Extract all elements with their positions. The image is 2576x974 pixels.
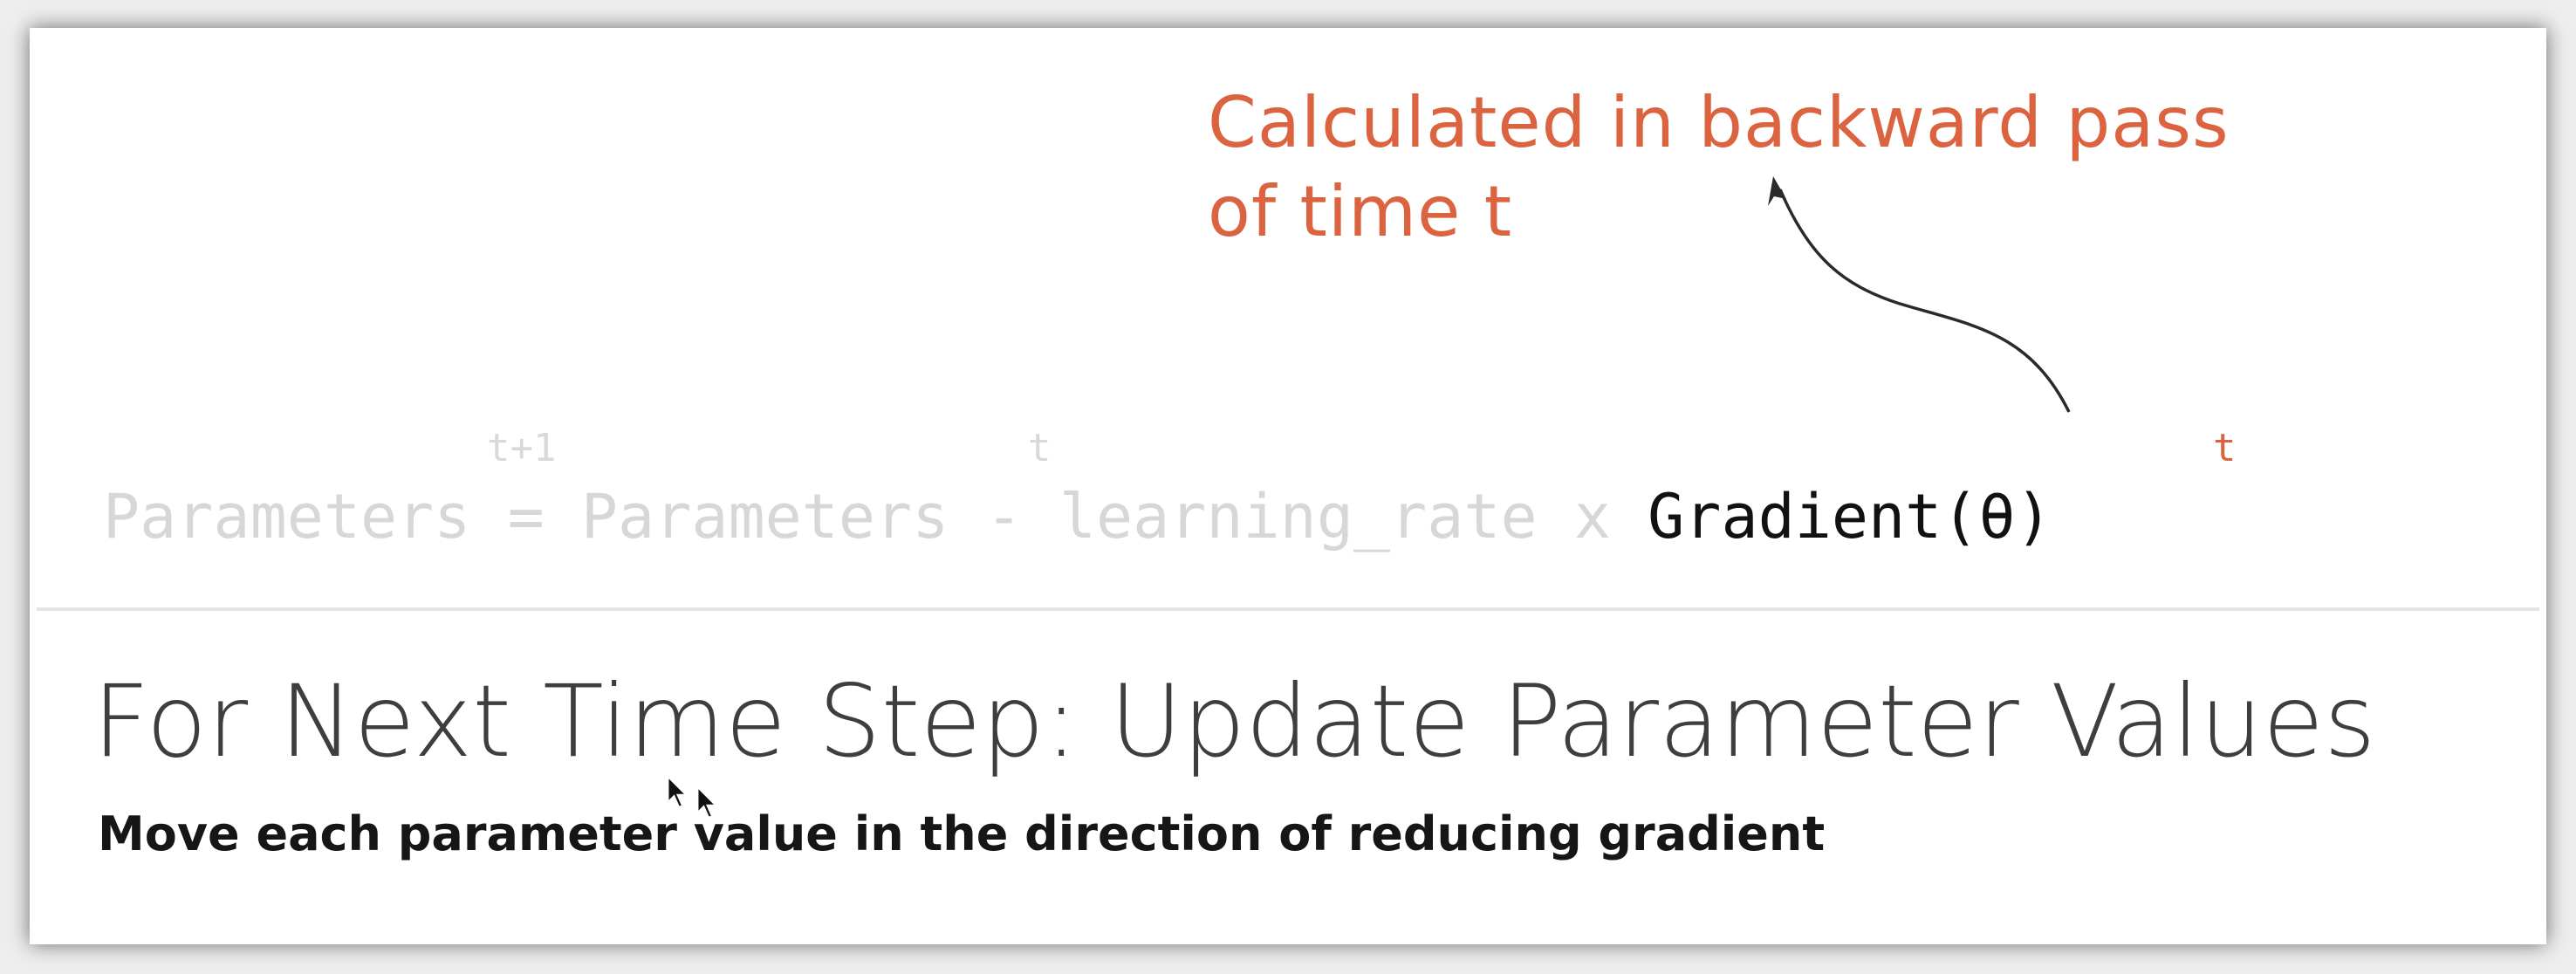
- equation-equals: =: [507, 481, 545, 552]
- annotation-callout: Calculated in backward pass of time t: [1208, 79, 2230, 257]
- slide-title: For Next Time Step: Update Parameter Val…: [92, 663, 2376, 779]
- equation-times: x: [1573, 481, 1611, 552]
- equation-minus: -: [985, 481, 1023, 552]
- equation-lhs: Parameters: [103, 481, 471, 552]
- annotation-line-2: of time t: [1208, 171, 1513, 252]
- gradient-superscript: t: [2213, 426, 2237, 470]
- mouse-cursor-icon: [696, 785, 718, 820]
- slide-subtitle: Move each parameter value in the directi…: [98, 806, 1826, 861]
- equation-gradient: Gradient(θ): [1648, 481, 2052, 552]
- divider: [37, 607, 2539, 611]
- annotation-arrow: [1768, 176, 2071, 413]
- slide: Calculated in backward pass of time t t+…: [30, 28, 2546, 944]
- mouse-cursor-icon: [667, 775, 689, 809]
- equation-params: Parameters: [580, 481, 949, 552]
- params-superscript: t: [1028, 426, 1052, 470]
- equation-learning-rate: learning_rate: [1058, 481, 1538, 552]
- lhs-superscript: t+1: [487, 426, 557, 470]
- annotation-line-1: Calculated in backward pass: [1208, 82, 2230, 163]
- update-equation: Parameters = Parameters - learning_rate …: [103, 482, 2052, 552]
